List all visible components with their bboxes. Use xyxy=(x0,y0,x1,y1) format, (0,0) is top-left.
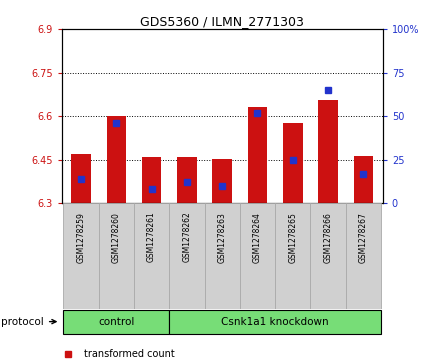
Text: control: control xyxy=(98,317,135,327)
Bar xyxy=(213,159,232,203)
Bar xyxy=(177,157,197,203)
Bar xyxy=(319,100,338,203)
Text: GSM1278266: GSM1278266 xyxy=(323,212,333,262)
Bar xyxy=(106,116,126,203)
FancyBboxPatch shape xyxy=(134,203,169,309)
FancyBboxPatch shape xyxy=(99,203,134,309)
Bar xyxy=(142,157,161,203)
FancyBboxPatch shape xyxy=(169,203,205,309)
Text: transformed count: transformed count xyxy=(84,349,175,359)
Text: GSM1278259: GSM1278259 xyxy=(77,212,85,262)
Text: GSM1278265: GSM1278265 xyxy=(288,212,297,262)
FancyBboxPatch shape xyxy=(63,203,99,309)
FancyBboxPatch shape xyxy=(240,203,275,309)
Bar xyxy=(354,156,373,203)
FancyBboxPatch shape xyxy=(275,203,311,309)
FancyBboxPatch shape xyxy=(169,310,381,334)
Text: GSM1278260: GSM1278260 xyxy=(112,212,121,262)
Bar xyxy=(283,123,303,203)
Bar xyxy=(71,154,91,203)
FancyBboxPatch shape xyxy=(63,310,169,334)
Title: GDS5360 / ILMN_2771303: GDS5360 / ILMN_2771303 xyxy=(140,15,304,28)
Text: GSM1278262: GSM1278262 xyxy=(183,212,191,262)
Text: GSM1278261: GSM1278261 xyxy=(147,212,156,262)
Text: GSM1278267: GSM1278267 xyxy=(359,212,368,262)
FancyBboxPatch shape xyxy=(346,203,381,309)
FancyBboxPatch shape xyxy=(311,203,346,309)
FancyBboxPatch shape xyxy=(205,203,240,309)
Text: Csnk1a1 knockdown: Csnk1a1 knockdown xyxy=(221,317,329,327)
Text: GSM1278264: GSM1278264 xyxy=(253,212,262,262)
Text: GSM1278263: GSM1278263 xyxy=(218,212,227,262)
Text: protocol: protocol xyxy=(1,317,56,327)
Bar xyxy=(248,107,267,203)
